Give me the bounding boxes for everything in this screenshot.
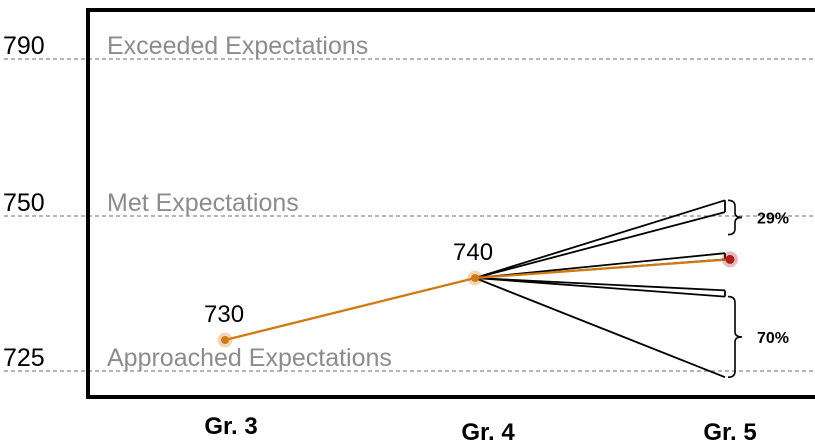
bracket-label-1: 29% bbox=[757, 210, 789, 227]
level-label-750: 750 bbox=[3, 189, 45, 217]
fan-line-2 bbox=[474, 211, 726, 279]
band-label-790: Exceeded Expectations bbox=[107, 32, 368, 60]
frame-left-top bbox=[86, 8, 815, 397]
point-2 bbox=[471, 274, 479, 282]
level-label-790: 790 bbox=[3, 32, 45, 60]
highlight-point bbox=[725, 254, 735, 264]
point-1 bbox=[221, 336, 229, 344]
point-label-1: 730 bbox=[204, 301, 244, 328]
series-layer bbox=[217, 251, 738, 348]
band-label-750: Met Expectations bbox=[107, 189, 299, 217]
projection-fan bbox=[474, 199, 743, 379]
grade-label-3: Gr. 3 bbox=[204, 413, 257, 440]
fan-line-1 bbox=[474, 199, 726, 279]
fan-line-5 bbox=[474, 277, 726, 292]
point-label-2: 740 bbox=[453, 239, 493, 266]
level-label-725: 725 bbox=[3, 344, 45, 372]
bracket-label-2: 70% bbox=[757, 330, 789, 347]
bracket-2 bbox=[727, 295, 743, 378]
grade-label-5: Gr. 5 bbox=[703, 419, 756, 442]
band-label-725: Approached Expectations bbox=[107, 344, 392, 372]
fan-line-6 bbox=[474, 277, 726, 298]
reference-lines bbox=[4, 58, 815, 372]
plot-frame bbox=[86, 8, 815, 399]
grade-label-4: Gr. 4 bbox=[461, 419, 515, 442]
label-layer: 790 Exceeded Expectations 750 Met Expectati… bbox=[3, 32, 789, 442]
fan-line-7 bbox=[474, 277, 726, 379]
bracket-1 bbox=[727, 199, 743, 236]
